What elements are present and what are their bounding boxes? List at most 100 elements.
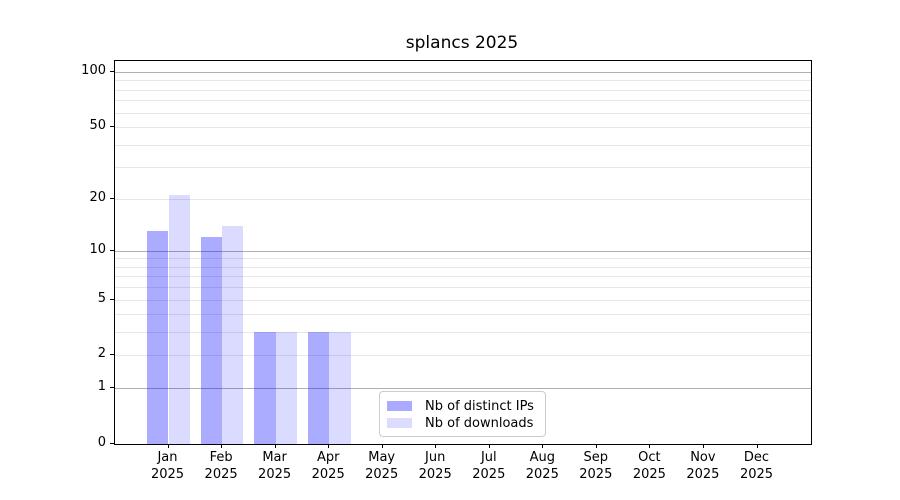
y-tick-mark-100 [110, 71, 114, 72]
legend-label-downloads: Nb of downloads [425, 415, 534, 431]
bar-downloads-mar [275, 332, 297, 444]
y-tick-mark-50 [110, 126, 114, 128]
x-tick-label-nov: Nov 2025 [671, 450, 735, 483]
gridline-major-100 [115, 72, 811, 73]
x-tick-label-line: 2025 [418, 466, 452, 482]
x-tick-label-line: Mar [262, 450, 287, 465]
x-tick-label-line: 2025 [579, 466, 613, 482]
chart-title: splancs 2025 [405, 33, 519, 53]
x-tick-label-line: Oct [638, 450, 661, 465]
x-tick-mark-may [381, 444, 383, 448]
y-tick-label-50: 50 [89, 118, 106, 134]
y-tick-label-1: 1 [97, 379, 106, 395]
gridline-minor-9 [115, 258, 811, 260]
gridline-minor-4 [115, 314, 811, 316]
x-tick-mark-apr [328, 444, 330, 448]
x-tick-label-line: 2025 [204, 466, 238, 482]
y-tick-mark-2 [110, 354, 114, 356]
x-tick-label-line: 2025 [258, 466, 292, 482]
gridline-minor-50 [115, 127, 811, 129]
y-tick-label-0: 0 [97, 435, 106, 450]
bar-distinct-ips-mar [254, 332, 276, 444]
bar-distinct-ips-apr [307, 332, 330, 444]
legend-swatch-downloads [387, 418, 412, 428]
legend-swatch-distinct-ips [387, 401, 412, 411]
y-tick-label-10: 10 [89, 241, 106, 257]
x-tick-mark-sep [595, 444, 597, 448]
gridline-minor-60 [115, 112, 811, 114]
x-tick-mark-aug [542, 444, 544, 448]
y-tick-mark-20 [110, 197, 114, 199]
bar-downloads-feb [222, 225, 244, 444]
gridline-minor-80 [115, 89, 811, 91]
y-tick-mark-1 [110, 387, 114, 389]
x-tick-mark-mar [274, 444, 276, 448]
bar-downloads-apr [329, 332, 351, 444]
gridline-major-10 [115, 250, 811, 252]
gridline-minor-2 [115, 355, 811, 357]
gridline-minor-70 [115, 100, 811, 102]
x-tick-label-line: 2025 [150, 466, 185, 482]
x-tick-label-line: Sep [583, 450, 609, 465]
x-tick-label-line: Jan [157, 450, 178, 465]
x-tick-mark-oct [649, 444, 651, 448]
bar-distinct-ips-jan [147, 231, 169, 444]
gridline-major-1 [115, 388, 811, 390]
legend-entry-downloads: Nb of downloads [387, 415, 535, 431]
x-tick-label-line: Jun [425, 450, 446, 465]
y-tick-mark-0 [110, 443, 114, 444]
x-tick-mark-jul [488, 444, 490, 448]
x-tick-label-line: Feb [209, 450, 233, 465]
x-tick-mark-jan [167, 444, 169, 448]
x-tick-label-line: 2025 [472, 466, 506, 482]
x-tick-label-line: 2025 [739, 466, 774, 482]
y-tick-label-5: 5 [97, 290, 106, 306]
x-tick-label-line: Apr [316, 450, 340, 465]
gridline-minor-3 [115, 332, 811, 334]
x-tick-label-sep: Sep 2025 [564, 450, 628, 483]
x-tick-mark-feb [221, 444, 223, 448]
x-tick-label-jul: Jul 2025 [457, 450, 521, 483]
plot-area: Nb of distinct IPs Nb of downloads [114, 60, 812, 445]
y-tick-label-20: 20 [89, 189, 106, 205]
y-tick-label-2: 2 [97, 346, 106, 362]
x-tick-label-line: 2025 [311, 466, 345, 482]
gridline-minor-40 [115, 144, 811, 146]
y-tick-label-100: 100 [81, 63, 106, 78]
x-tick-mark-nov [702, 444, 704, 448]
x-tick-label-line: 2025 [632, 466, 666, 482]
x-tick-label-oct: Oct 2025 [617, 450, 681, 483]
y-tick-mark-10 [110, 249, 114, 251]
gridline-minor-5 [115, 299, 811, 301]
gridline-minor-8 [115, 266, 811, 268]
x-tick-label-line: Aug [529, 450, 555, 465]
x-tick-label-line: May [368, 450, 396, 465]
gridline-minor-90 [115, 80, 811, 82]
x-tick-label-may: May 2025 [350, 450, 414, 483]
x-tick-label-line: 2025 [686, 466, 720, 482]
x-tick-label-aug: Aug 2025 [510, 450, 574, 483]
gridline-minor-30 [115, 167, 811, 169]
x-tick-label-line: 2025 [525, 466, 559, 482]
legend: Nb of distinct IPs Nb of downloads [379, 391, 546, 437]
legend-entry-distinct-ips: Nb of distinct IPs [387, 398, 535, 414]
x-tick-label-line: 2025 [365, 466, 399, 482]
legend-label-distinct-ips: Nb of distinct IPs [425, 398, 534, 414]
x-tick-label-jan: Jan 2025 [136, 450, 200, 483]
bar-downloads-jan [168, 194, 190, 444]
x-tick-label-jun: Jun 2025 [403, 450, 467, 483]
x-tick-label-line: Nov [690, 450, 716, 465]
x-tick-label-feb: Feb 2025 [189, 450, 253, 483]
x-tick-mark-jun [435, 444, 437, 448]
y-tick-mark-5 [110, 298, 114, 300]
gridline-minor-20 [115, 198, 811, 200]
x-tick-label-mar: Mar 2025 [243, 450, 307, 483]
x-tick-label-dec: Dec 2025 [725, 450, 789, 483]
gridline-minor-7 [115, 276, 811, 278]
bar-distinct-ips-feb [200, 237, 223, 444]
x-tick-label-line: Jul [480, 450, 497, 465]
x-tick-mark-dec [756, 444, 758, 448]
x-tick-label-line: Dec [743, 450, 770, 465]
gridline-minor-6 [115, 287, 811, 289]
